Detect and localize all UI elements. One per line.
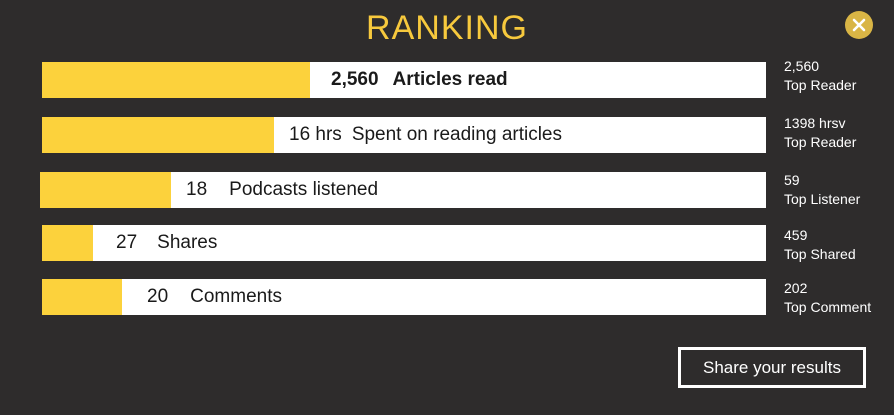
page-title: RANKING bbox=[366, 9, 528, 47]
top-label: Top Reader bbox=[784, 77, 857, 93]
stat-text: 27 Shares bbox=[116, 225, 217, 261]
top-value: 2,560 bbox=[784, 58, 820, 74]
top-stat-shares: 459 Top Shared bbox=[784, 226, 856, 264]
stat-row-articles: 2,560 Articles read bbox=[42, 62, 766, 98]
stat-row-shares: 27 Shares bbox=[42, 225, 766, 261]
stat-value: 16 hrs bbox=[289, 124, 342, 145]
progress-fill bbox=[40, 172, 171, 208]
stat-text: 18 Podcasts listened bbox=[186, 172, 378, 208]
top-label: Top Shared bbox=[784, 246, 856, 262]
progress-fill bbox=[42, 225, 93, 261]
close-button[interactable] bbox=[845, 11, 873, 39]
stat-text: 16 hrs Spent on reading articles bbox=[289, 117, 562, 153]
progress-track bbox=[42, 279, 766, 315]
top-value: 1398 hrsv bbox=[784, 115, 846, 131]
top-stat-podcasts: 59 Top Listener bbox=[784, 171, 860, 209]
stat-label: Articles read bbox=[392, 69, 508, 90]
stat-row-podcasts: 18 Podcasts listened bbox=[40, 172, 766, 208]
top-label: Top Comment bbox=[784, 299, 872, 315]
stat-label: Spent on reading articles bbox=[351, 124, 562, 145]
stat-value: 2,560 bbox=[331, 69, 379, 90]
share-results-button[interactable]: Share your results bbox=[678, 347, 866, 388]
stat-label: Podcasts listened bbox=[229, 179, 379, 200]
stat-value: 20 bbox=[147, 286, 169, 307]
top-stat-articles: 2,560 Top Reader bbox=[784, 57, 856, 95]
top-value: 459 bbox=[784, 227, 808, 243]
close-icon bbox=[852, 18, 866, 32]
stat-row-comments: 20 Comments bbox=[42, 279, 766, 315]
progress-track bbox=[42, 225, 766, 261]
top-value: 59 bbox=[784, 172, 800, 188]
progress-fill bbox=[42, 117, 274, 153]
top-label: Top Listener bbox=[784, 191, 861, 207]
progress-fill bbox=[42, 279, 122, 315]
top-label: Top Reader bbox=[784, 134, 857, 150]
stat-value: 27 bbox=[116, 232, 138, 253]
stat-label: Comments bbox=[190, 286, 282, 307]
stat-value: 18 bbox=[186, 179, 208, 200]
stat-text: 2,560 Articles read bbox=[331, 62, 508, 98]
stat-text: 20 Comments bbox=[147, 279, 282, 315]
top-stat-comments: 202 Top Comment bbox=[784, 279, 871, 317]
stat-label: Shares bbox=[157, 232, 218, 253]
progress-fill bbox=[42, 62, 310, 98]
top-stat-reading-time: 1398 hrsv Top Reader bbox=[784, 114, 856, 152]
stat-row-reading-time: 16 hrs Spent on reading articles bbox=[42, 117, 766, 153]
top-value: 202 bbox=[784, 280, 808, 296]
